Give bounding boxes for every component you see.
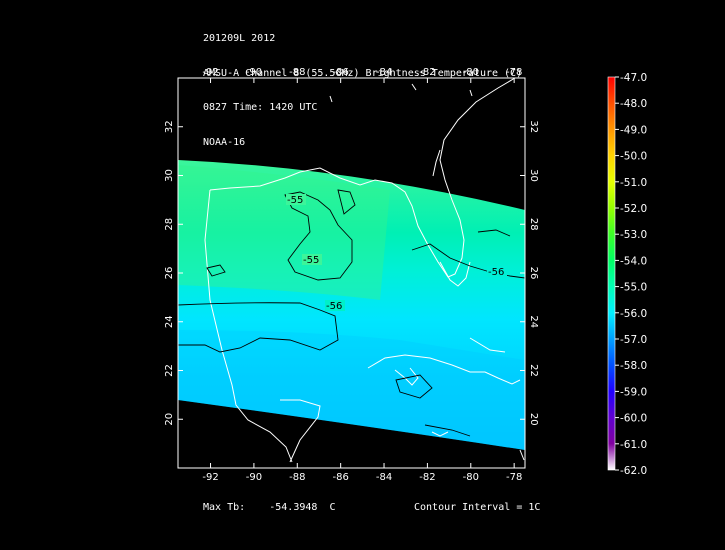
satellite-swath bbox=[178, 160, 525, 450]
colorbar: -47.0 -48.0 -49.0 -50.0 -51.0 -52.0 -53.0 -54.0… bbox=[607, 72, 647, 477]
lat-tick-label: 24 bbox=[164, 315, 175, 328]
lon-tick-label: -88 bbox=[289, 472, 305, 483]
colorbar-label: -50.0 bbox=[620, 151, 647, 163]
colorbar-scale bbox=[607, 76, 616, 471]
coastline bbox=[204, 78, 525, 463]
max-tb-label: Max Tb: bbox=[203, 502, 246, 513]
lat-ticks-right: 20 22 24 26 28 30 32 bbox=[520, 120, 539, 426]
contour-label: -56 bbox=[326, 301, 342, 312]
colorbar-label: -53.0 bbox=[620, 229, 647, 241]
colorbar-label: -62.0 bbox=[620, 465, 647, 477]
contour-label: -55 bbox=[303, 255, 319, 266]
lon-tick-label: -84 bbox=[376, 472, 392, 483]
colorbar-label: -60.0 bbox=[620, 413, 647, 425]
lat-tick-label: 30 bbox=[164, 169, 175, 182]
colorbar-label: -58.0 bbox=[620, 360, 647, 372]
colorbar-label: -57.0 bbox=[620, 334, 647, 346]
colorbar-label: -59.0 bbox=[620, 386, 647, 398]
lat-tick-label: 28 bbox=[528, 218, 539, 231]
lat-tick-label: 24 bbox=[528, 315, 539, 328]
lon-tick-label: -80 bbox=[463, 67, 479, 78]
lon-tick-label: -88 bbox=[289, 67, 305, 78]
lon-ticks-top: -92 -90 -88 -86 -84 -82 -80 -78 bbox=[202, 67, 522, 83]
lat-tick-label: 26 bbox=[528, 267, 539, 280]
lat-tick-label: 20 bbox=[164, 413, 175, 426]
lon-tick-label: -86 bbox=[332, 67, 348, 78]
contour-lines bbox=[178, 189, 525, 437]
lon-tick-label: -92 bbox=[202, 67, 218, 78]
contour-label-group: -55 -55 -56 -56 bbox=[286, 194, 507, 312]
lon-tick-label: -90 bbox=[246, 472, 262, 483]
lat-tick-label: 22 bbox=[528, 364, 539, 377]
lon-tick-label: -84 bbox=[376, 67, 392, 78]
lon-tick-label: -86 bbox=[332, 472, 348, 483]
colorbar-label: -61.0 bbox=[620, 439, 647, 451]
lat-tick-label: 22 bbox=[164, 364, 175, 377]
image-title-block: 201209L 2012 AMSU-A Channel 8 (55.5GHz) … bbox=[203, 10, 522, 160]
colorbar-label: -52.0 bbox=[620, 203, 647, 215]
colorbar-label: -48.0 bbox=[620, 98, 647, 110]
time-title: 0827 Time: 1420 UTC bbox=[203, 102, 318, 113]
lon-tick-label: -82 bbox=[419, 472, 435, 483]
lat-tick-label: 26 bbox=[164, 267, 175, 280]
max-tb-unit: C bbox=[329, 502, 336, 513]
lon-tick-label: -78 bbox=[506, 472, 522, 483]
lat-tick-label: 30 bbox=[528, 169, 539, 182]
contour-label: -55 bbox=[287, 195, 303, 206]
cold-patch bbox=[178, 330, 525, 450]
max-tb-value: -54.3948 bbox=[269, 502, 318, 513]
lon-tick-label: -90 bbox=[246, 67, 262, 78]
lat-ticks-left: 20 22 24 26 28 30 32 bbox=[164, 120, 183, 426]
max-tb-readout: Max Tb: -54.3948 C bbox=[203, 502, 336, 513]
channel-title: AMSU-A Channel 8 (55.5GHz) Brightness Te… bbox=[203, 67, 523, 79]
satellite-title: NOAA-16 bbox=[203, 136, 246, 148]
lon-tick-label: -92 bbox=[202, 472, 218, 483]
lat-tick-label: 20 bbox=[528, 413, 539, 426]
contour-label: -56 bbox=[488, 267, 504, 278]
lat-tick-label: 32 bbox=[164, 120, 175, 133]
lon-ticks-bottom: -92 -90 -88 -86 -84 -82 -80 -78 bbox=[202, 463, 522, 483]
lat-tick-label: 28 bbox=[164, 218, 175, 231]
contour-interval: Contour Interval = 1C bbox=[414, 502, 541, 513]
lon-tick-label: -82 bbox=[419, 67, 435, 78]
lon-tick-label: -80 bbox=[463, 472, 479, 483]
lat-tick-label: 32 bbox=[528, 120, 539, 133]
storm-id-title: 201209L 2012 bbox=[203, 33, 276, 44]
colorbar-label: -47.0 bbox=[620, 72, 647, 84]
colorbar-label: -54.0 bbox=[620, 255, 647, 267]
colorbar-label: -49.0 bbox=[620, 124, 647, 136]
warm-patch bbox=[178, 165, 390, 300]
colorbar-label: -56.0 bbox=[620, 308, 647, 320]
colorbar-label: -51.0 bbox=[620, 177, 647, 189]
colorbar-label: -55.0 bbox=[620, 282, 647, 294]
lon-tick-label: -78 bbox=[506, 67, 522, 78]
